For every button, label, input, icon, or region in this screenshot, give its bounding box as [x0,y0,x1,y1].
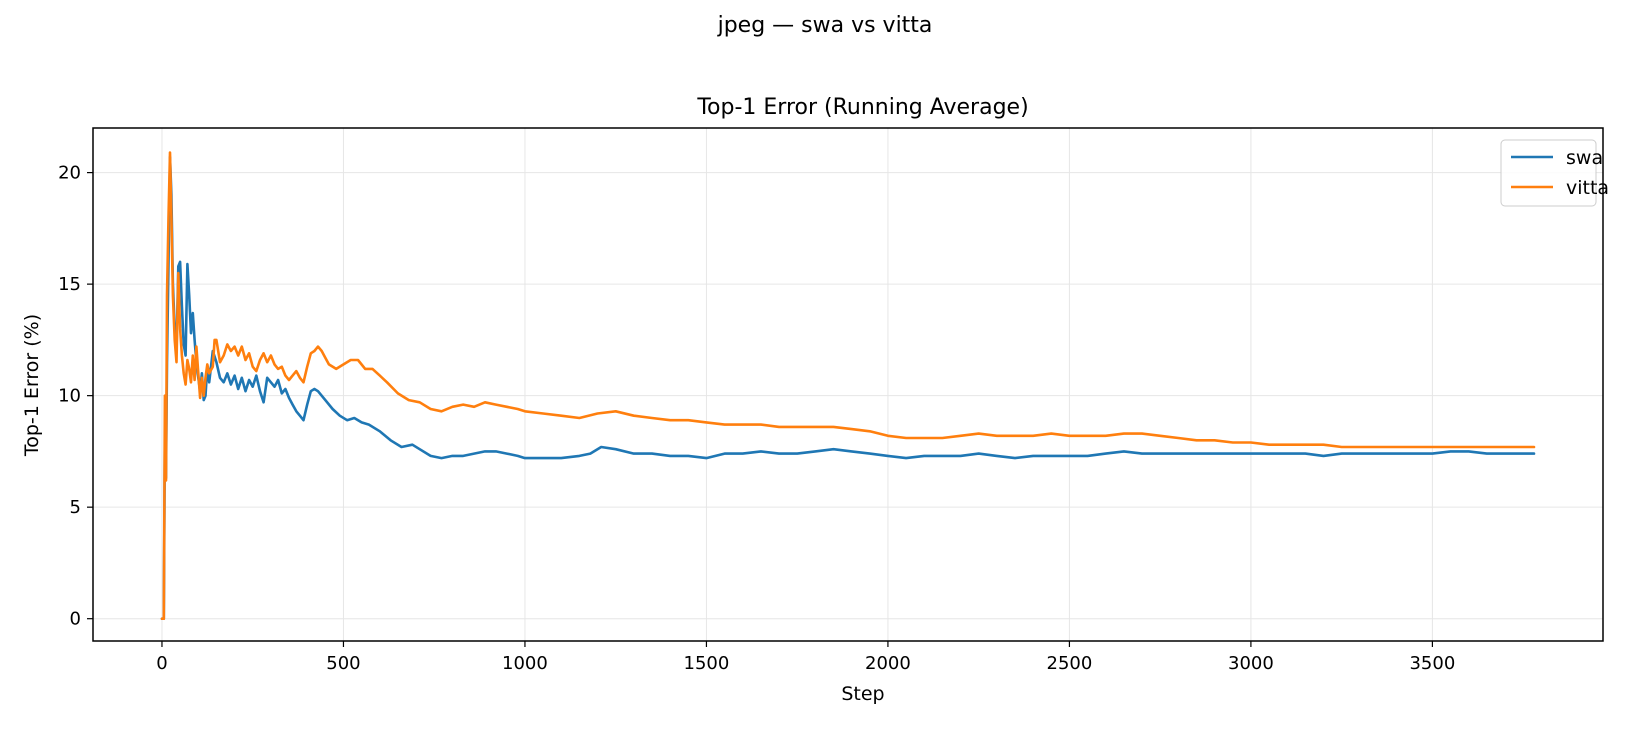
y-tick-label: 10 [58,386,81,407]
x-tick-label: 1500 [684,653,730,674]
plot-frame [92,127,1604,642]
x-tick-label: 2000 [865,653,911,674]
x-tick-label: 2500 [1047,653,1093,674]
legend-label-vitta: vitta [1566,177,1609,199]
legend: swa vitta [1500,139,1609,207]
x-axis-ticks: 0 500 1000 1500 2000 2500 3000 3500 [156,641,1455,674]
y-axis-label: Top-1 Error (%) [21,314,43,457]
grid [93,128,1603,641]
series-lines [160,151,1536,620]
x-tick-label: 3500 [1409,653,1455,674]
legend-label-swa: swa [1566,147,1603,169]
x-tick-label: 500 [326,653,360,674]
y-tick-label: 15 [58,274,81,295]
y-axis-ticks: 0 5 10 15 20 [58,163,93,630]
y-tick-label: 5 [70,497,81,518]
figure-suptitle: jpeg — swa vs vitta [717,13,933,38]
x-tick-label: 3000 [1228,653,1274,674]
chart-title: Top-1 Error (Running Average) [696,95,1028,120]
x-tick-label: 1000 [502,653,548,674]
y-tick-label: 0 [70,609,81,630]
y-tick-label: 20 [58,163,81,184]
x-axis-label: Step [841,683,884,705]
x-tick-label: 0 [156,653,167,674]
series-line-vitta [160,151,1536,620]
